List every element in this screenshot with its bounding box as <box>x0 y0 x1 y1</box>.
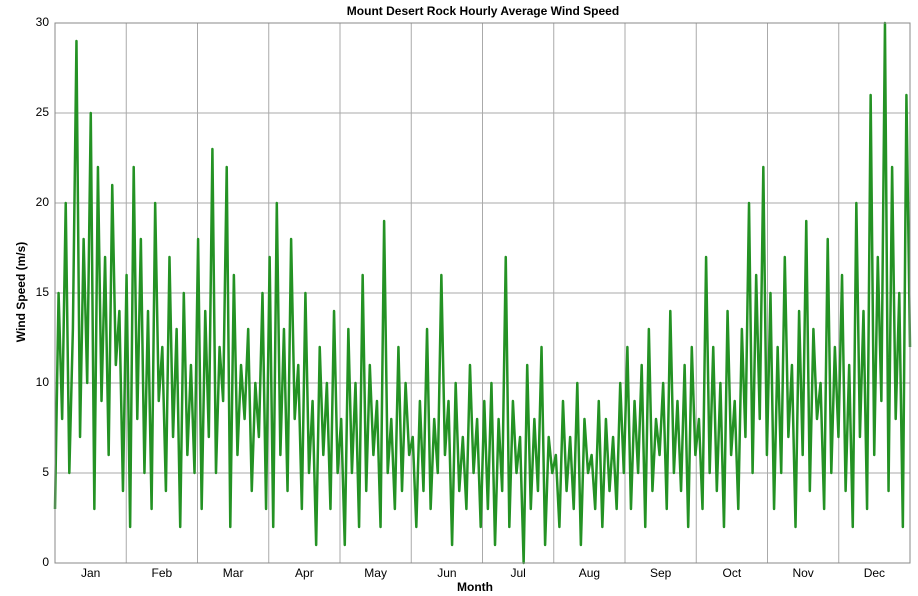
y-tick-label: 25 <box>36 105 50 119</box>
x-tick-label: Feb <box>152 566 173 580</box>
x-tick-label: Dec <box>864 566 885 580</box>
x-tick-label: Aug <box>579 566 600 580</box>
plot-border <box>54 22 911 564</box>
y-tick-label: 10 <box>36 375 50 389</box>
y-tick-label: 30 <box>36 15 50 29</box>
x-tick-label: Jan <box>81 566 100 580</box>
chart-title: Mount Desert Rock Hourly Average Wind Sp… <box>347 4 619 18</box>
x-tick-label: Apr <box>295 566 314 580</box>
x-axis-label: Month <box>457 580 493 594</box>
y-tick-label: 0 <box>42 555 49 569</box>
x-tick-label: Sep <box>650 566 672 580</box>
x-tick-label: Mar <box>223 566 244 580</box>
y-tick-label: 15 <box>36 285 50 299</box>
x-tick-label: Nov <box>792 566 813 580</box>
y-tick-label: 20 <box>36 195 50 209</box>
y-axis-label: Wind Speed (m/s) <box>14 242 28 343</box>
wind-line <box>53 21 912 565</box>
x-tick-label: May <box>364 566 387 580</box>
y-tick-label: 5 <box>42 465 49 479</box>
x-tick-label: Jul <box>510 566 525 580</box>
x-tick-label: Jun <box>437 566 456 580</box>
x-tick-label: Oct <box>723 566 742 580</box>
